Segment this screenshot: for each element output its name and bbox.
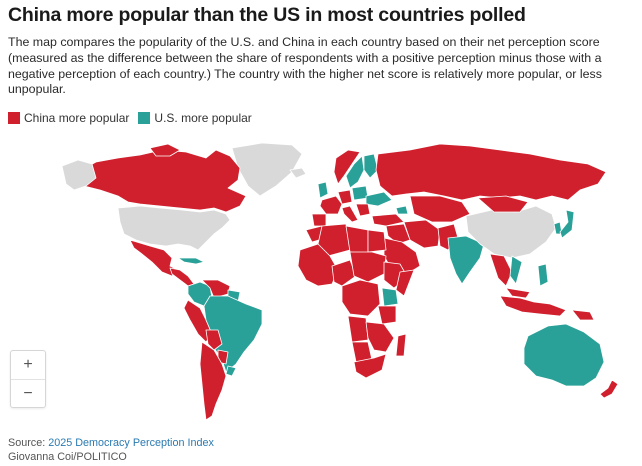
country-norway[interactable]: [333, 149, 361, 185]
country-iceland[interactable]: [289, 167, 307, 179]
country-new-zealand[interactable]: [599, 379, 619, 399]
country-papua-new-guinea[interactable]: [571, 309, 595, 321]
country-libya[interactable]: [345, 225, 369, 255]
map-subtitle: The map compares the popularity of the U…: [8, 35, 602, 97]
legend-label-us: U.S. more popular: [154, 111, 252, 125]
country-usa[interactable]: [117, 205, 231, 251]
legend-item-us: U.S. more popular: [138, 111, 252, 125]
country-australia[interactable]: [523, 323, 605, 387]
country-italy[interactable]: [341, 205, 359, 223]
country-iran[interactable]: [403, 219, 441, 249]
source-link[interactable]: 2025 Democracy Perception Index: [48, 437, 214, 449]
legend-label-china: China more popular: [24, 111, 130, 125]
country-indonesia[interactable]: [499, 295, 567, 317]
country-malaysia[interactable]: [505, 287, 531, 299]
country-south-africa[interactable]: [353, 353, 387, 379]
country-ukraine[interactable]: [365, 191, 393, 207]
country-argentina[interactable]: [199, 341, 227, 421]
source-prefix: Source:: [8, 437, 49, 449]
country-japan[interactable]: [559, 209, 575, 239]
country-madagascar[interactable]: [395, 333, 407, 357]
world-map[interactable]: [0, 138, 642, 434]
country-mongolia[interactable]: [477, 195, 529, 213]
legend-item-china: China more popular: [8, 111, 129, 125]
country-egypt[interactable]: [367, 229, 387, 253]
zoom-controls: + −: [10, 350, 46, 408]
country-peru[interactable]: [183, 299, 213, 343]
country-vietnam[interactable]: [509, 255, 523, 285]
country-caucasus[interactable]: [395, 205, 409, 215]
map-title: China more popular than the US in most c…: [8, 4, 526, 26]
country-somalia[interactable]: [395, 269, 415, 297]
country-france[interactable]: [319, 195, 343, 215]
country-central-africa[interactable]: [341, 279, 381, 317]
country-central-america[interactable]: [169, 267, 195, 287]
country-spain[interactable]: [311, 213, 327, 227]
country-kenya[interactable]: [381, 287, 399, 307]
source-line: Source: 2025 Democracy Perception Index: [8, 436, 214, 450]
country-india[interactable]: [447, 235, 485, 285]
footer: Source: 2025 Democracy Perception Index …: [8, 436, 214, 464]
zoom-out-button[interactable]: −: [11, 379, 45, 408]
country-west-africa[interactable]: [297, 243, 339, 287]
country-nigeria[interactable]: [331, 259, 357, 287]
world-map-svg[interactable]: [0, 138, 642, 434]
country-bolivia[interactable]: [205, 329, 223, 351]
legend: China more popular U.S. more popular: [8, 110, 261, 126]
country-finland[interactable]: [363, 153, 379, 179]
country-balkans[interactable]: [355, 203, 371, 217]
country-uk[interactable]: [317, 181, 329, 199]
zoom-in-button[interactable]: +: [23, 356, 33, 373]
country-alaska[interactable]: [61, 159, 97, 191]
country-arctic-islands[interactable]: [149, 143, 181, 157]
country-iraq-syria[interactable]: [385, 223, 411, 245]
country-philippines[interactable]: [537, 263, 549, 287]
country-kazakhstan[interactable]: [409, 195, 471, 223]
country-algeria[interactable]: [317, 223, 351, 257]
country-russia[interactable]: [375, 143, 607, 201]
country-tanzania[interactable]: [377, 305, 397, 325]
country-germany[interactable]: [337, 189, 353, 205]
country-canada[interactable]: [77, 149, 247, 213]
country-caribbean[interactable]: [177, 257, 205, 265]
credit-line: Giovanna Coi/POLITICO: [8, 451, 127, 463]
country-chad-sudan[interactable]: [349, 251, 387, 283]
legend-swatch-us: [138, 112, 151, 124]
country-greenland[interactable]: [231, 142, 303, 197]
legend-swatch-china: [8, 112, 20, 124]
country-angola[interactable]: [347, 315, 369, 343]
country-myanmar-thailand[interactable]: [489, 253, 513, 287]
country-uruguay[interactable]: [225, 365, 237, 377]
country-turkey[interactable]: [371, 213, 405, 227]
country-zambia-mozambique[interactable]: [365, 321, 395, 353]
